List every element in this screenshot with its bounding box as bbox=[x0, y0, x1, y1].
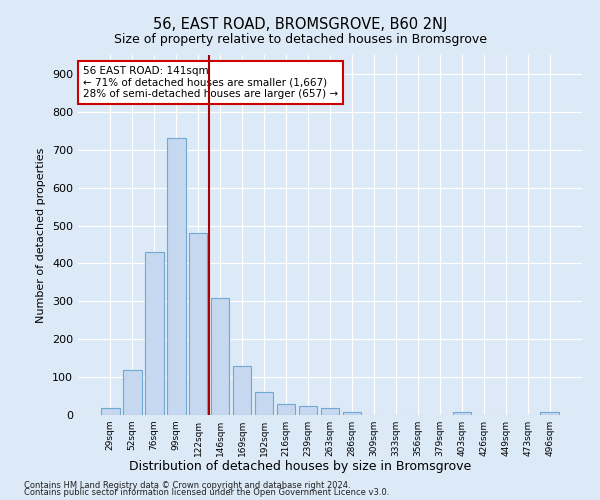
Bar bbox=[343, 412, 361, 415]
Bar bbox=[299, 406, 317, 415]
Bar bbox=[211, 298, 229, 415]
Bar bbox=[452, 412, 471, 415]
Text: Contains HM Land Registry data © Crown copyright and database right 2024.: Contains HM Land Registry data © Crown c… bbox=[24, 480, 350, 490]
Bar bbox=[145, 252, 164, 415]
Y-axis label: Number of detached properties: Number of detached properties bbox=[37, 148, 46, 322]
Bar bbox=[233, 366, 251, 415]
Text: 56, EAST ROAD, BROMSGROVE, B60 2NJ: 56, EAST ROAD, BROMSGROVE, B60 2NJ bbox=[153, 18, 447, 32]
Bar bbox=[277, 404, 295, 415]
Bar bbox=[167, 138, 185, 415]
Bar bbox=[101, 408, 119, 415]
Bar bbox=[123, 370, 142, 415]
Bar bbox=[189, 233, 208, 415]
Text: 56 EAST ROAD: 141sqm
← 71% of detached houses are smaller (1,667)
28% of semi-de: 56 EAST ROAD: 141sqm ← 71% of detached h… bbox=[83, 66, 338, 99]
Text: Distribution of detached houses by size in Bromsgrove: Distribution of detached houses by size … bbox=[129, 460, 471, 473]
Bar bbox=[320, 408, 340, 415]
Text: Contains public sector information licensed under the Open Government Licence v3: Contains public sector information licen… bbox=[24, 488, 389, 497]
Bar bbox=[541, 412, 559, 415]
Text: Size of property relative to detached houses in Bromsgrove: Size of property relative to detached ho… bbox=[113, 32, 487, 46]
Bar bbox=[255, 392, 274, 415]
